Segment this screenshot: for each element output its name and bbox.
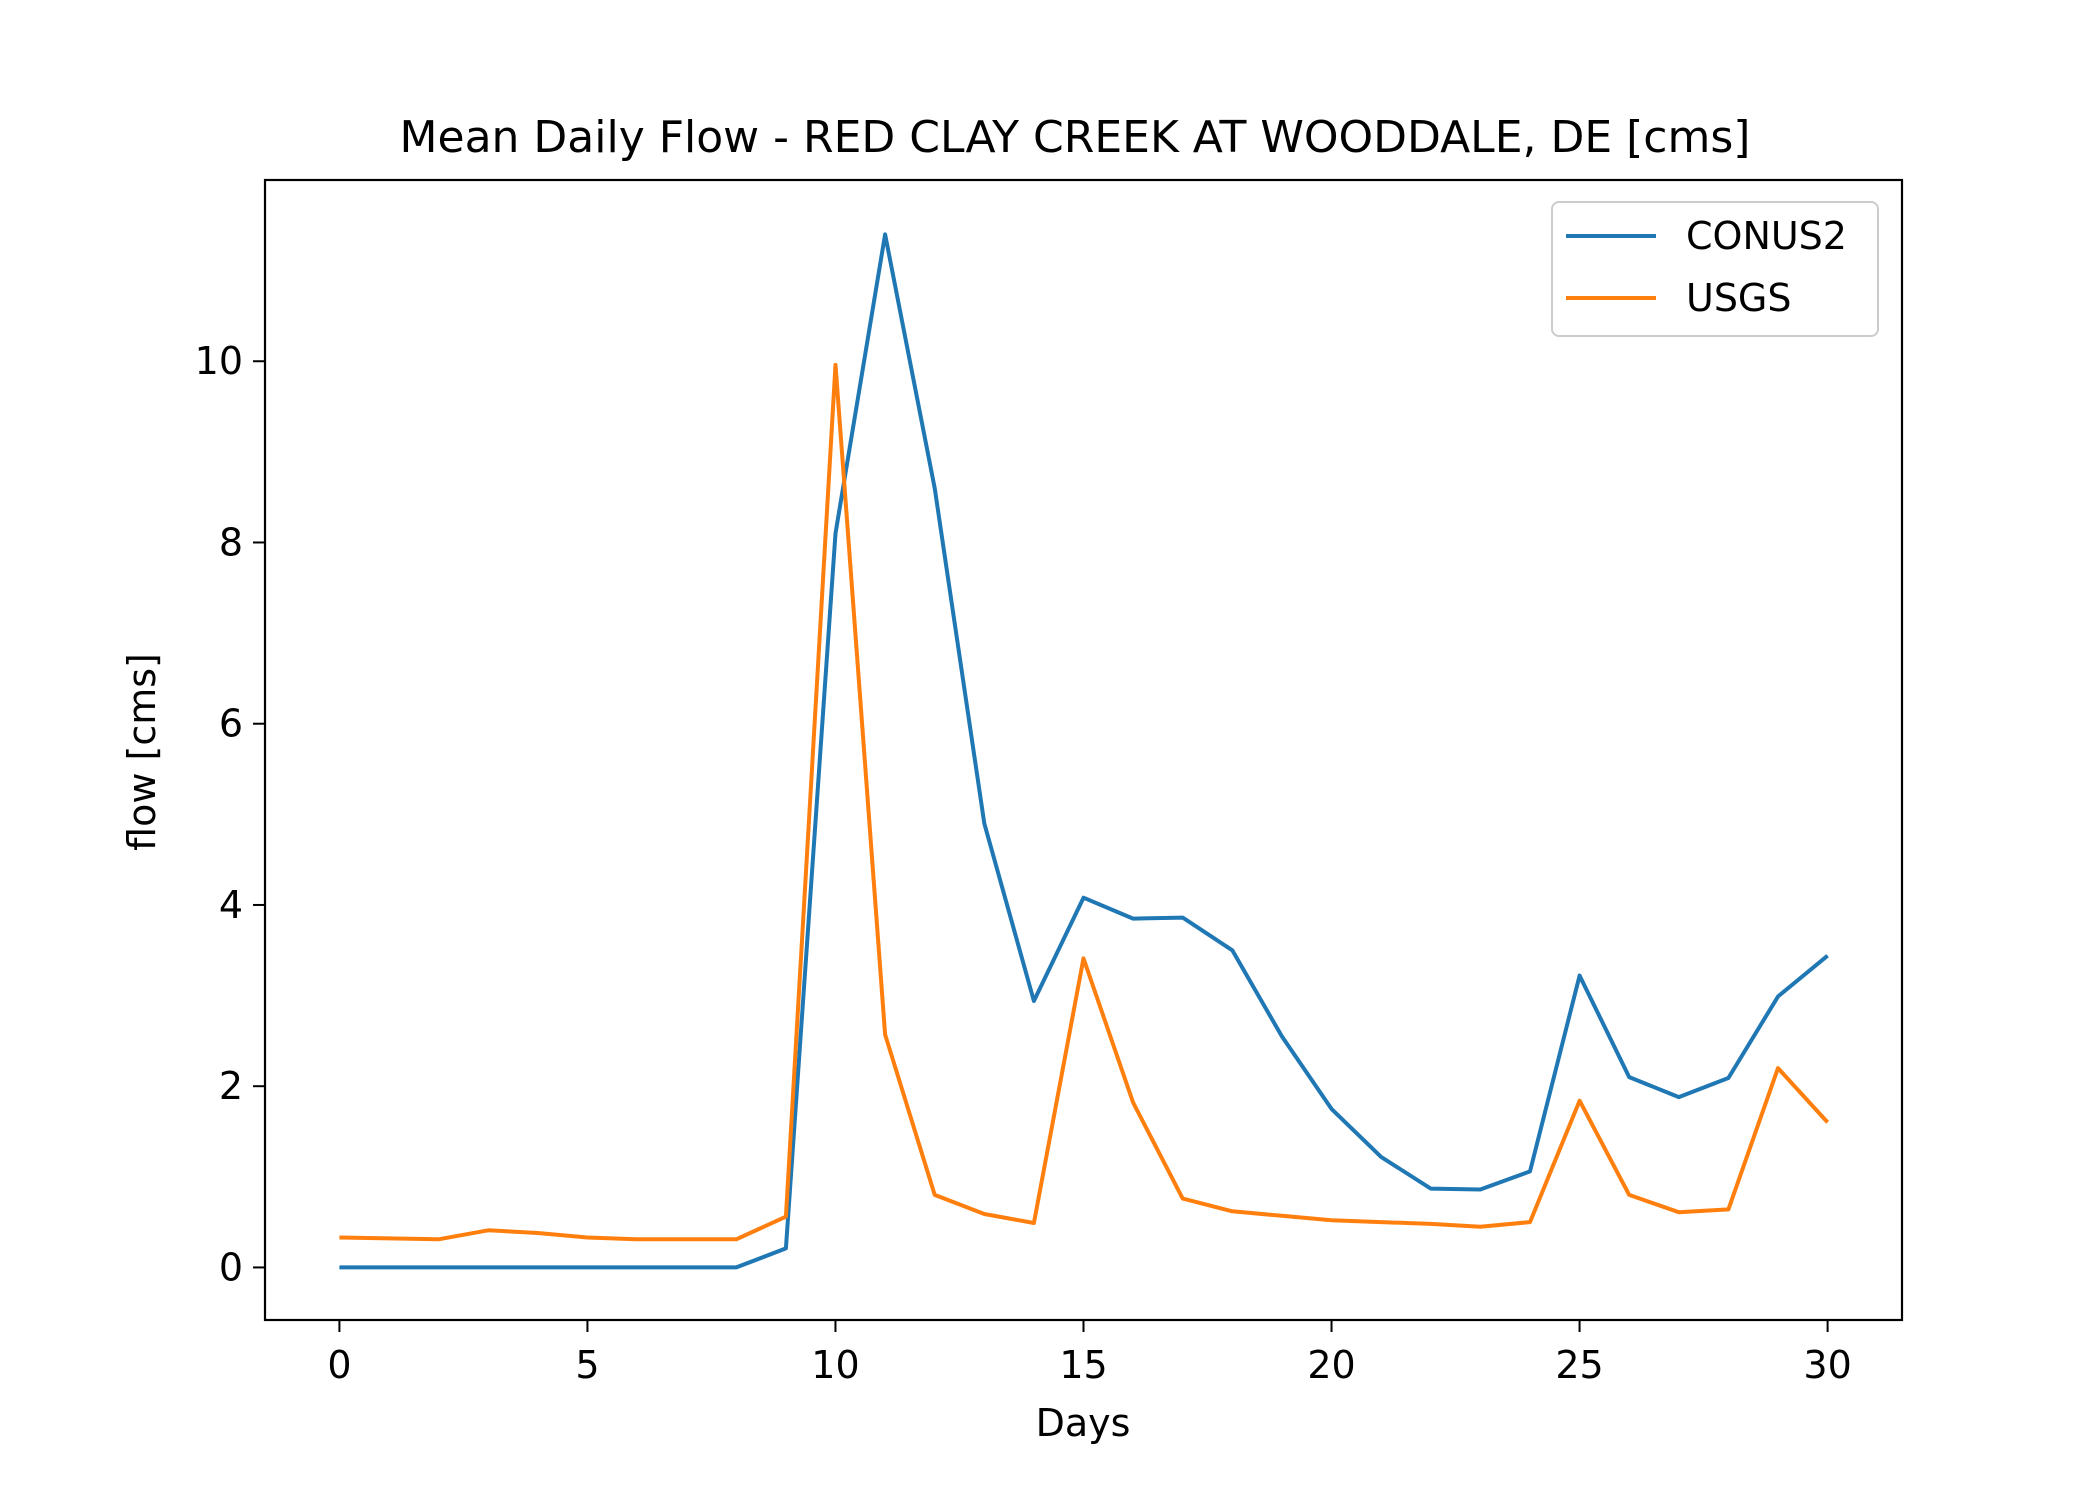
x-tick-label: 20	[1307, 1343, 1355, 1387]
chart-title: Mean Daily Flow - RED CLAY CREEK AT WOOD…	[400, 112, 1751, 163]
y-axis-label: flow [cms]	[120, 653, 164, 851]
legend: CONUS2 USGS	[1551, 201, 1879, 337]
y-tick-label: 0	[219, 1245, 243, 1289]
x-axis-ticks: 0 5 10 15 20 25 30	[327, 1320, 1852, 1387]
legend-label-usgs: USGS	[1686, 276, 1792, 320]
x-tick-label: 30	[1803, 1343, 1851, 1387]
y-axis-ticks: 0 2 4 6 8 10	[195, 339, 265, 1289]
y-tick-label: 10	[195, 339, 243, 383]
y-tick-label: 2	[219, 1064, 243, 1108]
x-tick-label: 0	[327, 1343, 351, 1387]
legend-label-conus2: CONUS2	[1686, 214, 1847, 258]
series-layer	[339, 232, 1830, 1270]
y-tick-label: 4	[219, 883, 243, 927]
series-line-usgs	[339, 362, 1830, 1242]
x-tick-label: 10	[811, 1343, 859, 1387]
y-tick-label: 8	[219, 520, 243, 564]
series-line-conus2	[339, 232, 1829, 1270]
x-tick-label: 15	[1059, 1343, 1107, 1387]
x-axis-label: Days	[1036, 1401, 1131, 1445]
legend-items: CONUS2 USGS	[1566, 214, 1847, 320]
x-tick-label: 5	[575, 1343, 599, 1387]
y-tick-label: 6	[219, 702, 243, 746]
x-tick-label: 25	[1555, 1343, 1603, 1387]
